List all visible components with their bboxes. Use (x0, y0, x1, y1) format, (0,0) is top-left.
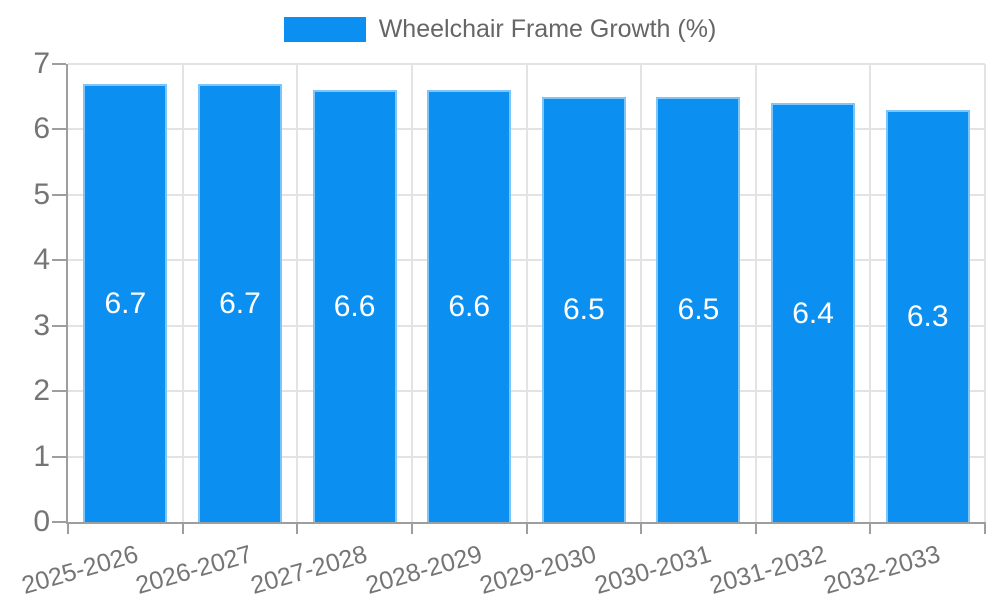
bar-value-label: 6.6 (448, 290, 491, 324)
x-axis-tick-label: 2028-2029 (362, 540, 485, 600)
y-axis-tick-label: 1 (33, 439, 50, 473)
y-axis-tick (52, 259, 66, 262)
y-axis-tick-label: 7 (33, 47, 50, 80)
legend-label: Wheelchair Frame Growth (%) (378, 15, 717, 43)
x-axis-tick-label: 2032-2033 (820, 540, 944, 600)
y-axis-tick (52, 128, 66, 131)
y-axis-tick (52, 193, 66, 196)
x-axis-tick (984, 522, 986, 534)
x-axis-tick (640, 522, 643, 534)
x-axis-tick (67, 522, 69, 534)
gridline-vertical (410, 64, 413, 522)
y-axis-tick (52, 390, 66, 393)
gridline-vertical (296, 64, 299, 522)
gridline-vertical (869, 64, 872, 522)
x-axis-tick-label: 2030-2031 (591, 540, 715, 600)
plot-area: 0 1 2 3 4 5 6 7 6.7 2025-2026 6.7 2026-2027 6.6 2027-… (18, 47, 986, 600)
bar-value-label: 6.5 (677, 293, 720, 327)
y-axis-tick (52, 455, 66, 458)
y-axis-tick (52, 324, 66, 327)
bar[interactable]: 6.6 (427, 90, 512, 522)
bar-value-label: 6.3 (906, 299, 949, 333)
y-axis-tick (52, 63, 66, 65)
gridline-vertical (754, 64, 757, 522)
x-axis-tick-label: 2025-2026 (18, 540, 142, 600)
x-axis-tick-label: 2029-2030 (476, 540, 600, 600)
bar[interactable]: 6.6 (312, 90, 397, 522)
x-axis-tick-label: 2031-2032 (706, 540, 829, 600)
bar[interactable]: 6.5 (656, 96, 741, 522)
bar-value-label: 6.5 (562, 293, 605, 327)
bar[interactable]: 6.7 (197, 83, 282, 522)
x-axis-tick-label: 2027-2028 (247, 540, 371, 600)
gridline-vertical (181, 64, 184, 522)
bar-value-label: 6.6 (333, 290, 376, 324)
bar[interactable]: 6.7 (83, 83, 168, 522)
bar[interactable]: 6.5 (541, 96, 626, 522)
gridline-vertical (984, 64, 986, 522)
x-axis-tick (754, 522, 757, 534)
y-axis-tick-label: 5 (33, 177, 50, 211)
gridline-vertical (640, 64, 643, 522)
y-axis-tick-label: 0 (33, 505, 50, 538)
bar-value-label: 6.7 (104, 286, 147, 320)
y-axis-tick-label: 2 (33, 374, 50, 408)
x-axis-tick-label: 2026-2027 (133, 540, 256, 600)
bar[interactable]: 6.4 (771, 103, 856, 522)
bar-value-label: 6.4 (792, 296, 834, 330)
x-axis-tick (181, 522, 184, 534)
y-axis-tick-label: 6 (33, 112, 50, 146)
y-axis-tick (52, 521, 66, 523)
legend-swatch (283, 16, 366, 42)
x-axis-tick (410, 522, 413, 534)
gridline-vertical (525, 64, 528, 522)
chart-legend[interactable]: Wheelchair Frame Growth (%) (0, 15, 1000, 43)
bar-value-label: 6.7 (219, 286, 261, 320)
y-axis-tick-label: 4 (33, 243, 50, 277)
bar[interactable]: 6.3 (885, 109, 970, 522)
y-axis-tick-label: 3 (33, 308, 50, 342)
x-axis-tick (869, 522, 872, 534)
x-axis-tick (296, 522, 299, 534)
x-axis-tick (525, 522, 528, 534)
